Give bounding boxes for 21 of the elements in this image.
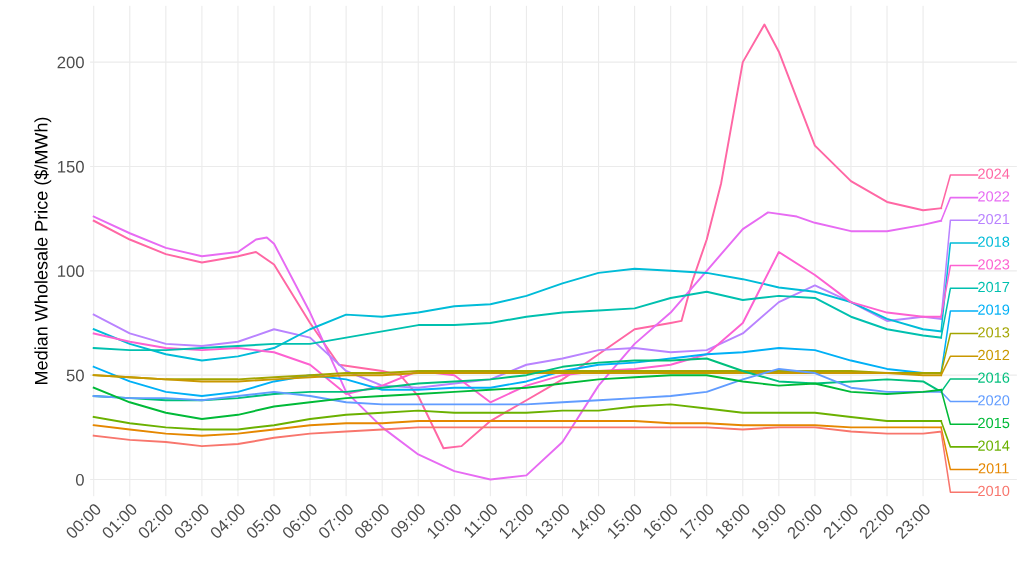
- text: 2019: [978, 304, 1010, 315]
- text: 2023: [978, 259, 1010, 270]
- text: 2024: [978, 168, 1010, 179]
- y-tick-label: 100: [58, 265, 84, 278]
- legend-label: 2016: [978, 372, 1010, 383]
- text: 2011: [978, 463, 1009, 474]
- text: 2013: [978, 327, 1010, 338]
- y-tick-label: 50: [66, 369, 84, 382]
- text: 2014: [978, 440, 1010, 451]
- text: 2018: [978, 236, 1010, 247]
- legend-label: 2020: [978, 395, 1010, 406]
- text: 2021: [978, 213, 1010, 225]
- y-axis-title: Median Wholesale Price ($/MWh): [34, 117, 52, 384]
- text: 2012: [978, 349, 1010, 361]
- y-tick-label: 200: [57, 56, 84, 69]
- text: 2015: [978, 417, 1010, 429]
- text: 2017: [978, 281, 1010, 293]
- text: 2010: [978, 485, 1010, 497]
- y-tick-label: 150: [58, 160, 84, 173]
- y-tick-label: 0: [75, 473, 84, 486]
- text: 2022: [978, 191, 1010, 202]
